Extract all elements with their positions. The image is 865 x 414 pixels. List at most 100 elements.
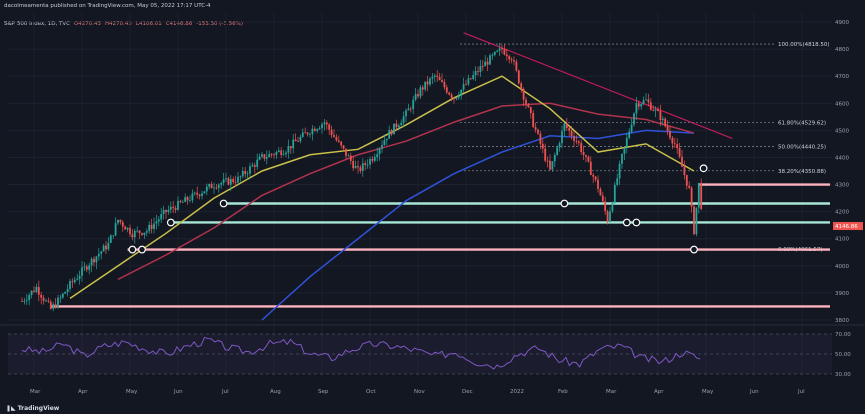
candle-body xyxy=(400,122,403,126)
candle-body xyxy=(165,210,167,213)
candle-body xyxy=(340,141,343,146)
candle-body xyxy=(609,211,611,222)
candle-body xyxy=(465,84,467,86)
x-tick-label: 2022 xyxy=(510,389,524,395)
candle-body xyxy=(95,256,98,263)
candle-body xyxy=(534,127,537,130)
candle-body xyxy=(249,166,251,174)
candle-body xyxy=(352,160,355,169)
candle-body xyxy=(138,230,141,234)
candle-body xyxy=(282,154,285,156)
x-tick-label: Dec xyxy=(462,389,473,395)
candle-body xyxy=(71,281,74,283)
candle-body xyxy=(637,103,640,107)
candle-body xyxy=(438,76,441,81)
candle-body xyxy=(42,297,45,301)
candle-body xyxy=(409,108,412,110)
candle-body xyxy=(129,227,131,235)
candle-body xyxy=(520,83,523,89)
x-tick-label: Nov xyxy=(414,389,425,395)
candle-body xyxy=(369,158,371,165)
candle-body xyxy=(258,156,261,160)
candle-body xyxy=(227,178,230,185)
candle-body xyxy=(376,154,379,158)
candle-body xyxy=(510,59,513,61)
rsi-line xyxy=(21,336,701,370)
candle-body xyxy=(623,147,626,155)
rsi-tick-label: 30.00 xyxy=(835,372,851,378)
candle-body xyxy=(671,137,674,144)
candle-body xyxy=(143,232,146,235)
candle-body xyxy=(100,251,103,254)
candle-body xyxy=(61,293,64,298)
candle-body xyxy=(275,152,278,155)
candle-body xyxy=(285,152,287,155)
y-tick-label: 4600 xyxy=(835,101,849,107)
candle-body xyxy=(217,184,220,188)
candle-body xyxy=(546,160,549,162)
candle-body xyxy=(81,267,83,276)
candle-body xyxy=(292,139,295,149)
candle-body xyxy=(630,124,633,132)
candle-body xyxy=(491,54,494,56)
candle-body xyxy=(335,137,338,141)
candle-body xyxy=(433,75,436,77)
candle-body xyxy=(357,165,359,168)
candle-body xyxy=(109,235,112,243)
candle-body xyxy=(390,130,393,135)
candle-body xyxy=(330,129,333,136)
candle-body xyxy=(349,155,352,161)
candle-body xyxy=(460,89,463,96)
candle-body xyxy=(184,197,187,202)
candle-body xyxy=(378,148,381,155)
candle-body xyxy=(186,197,189,201)
candle-body xyxy=(577,141,580,143)
candle-body xyxy=(239,176,242,178)
candle-body xyxy=(256,159,259,167)
candle-body xyxy=(441,80,443,82)
candle-body xyxy=(647,99,650,103)
x-tick-label: Feb xyxy=(558,389,568,395)
candle-body xyxy=(153,223,155,229)
candle-body xyxy=(654,109,657,111)
candle-body xyxy=(251,165,254,167)
candle-body xyxy=(539,133,542,144)
candle-body xyxy=(179,200,182,203)
candle-body xyxy=(145,231,148,233)
candle-body xyxy=(220,182,223,185)
candle-body xyxy=(479,66,482,72)
candle-body xyxy=(657,109,659,112)
candle-body xyxy=(193,192,196,194)
candle-body xyxy=(695,207,698,235)
y-tick-label: 4400 xyxy=(835,155,849,161)
candle-body xyxy=(453,97,455,100)
candle-body xyxy=(85,266,88,270)
candle-body xyxy=(117,219,119,224)
candle-body xyxy=(301,132,304,137)
x-tick-label: Jun xyxy=(173,389,183,395)
candle-body xyxy=(659,111,662,121)
candle-body xyxy=(393,123,395,135)
candle-body xyxy=(693,206,695,235)
candle-body xyxy=(253,165,256,167)
change-value: -153.30 (-3.56%) xyxy=(196,21,244,27)
candle-body xyxy=(172,206,175,209)
candle-body xyxy=(181,201,184,203)
candle-body xyxy=(47,300,50,302)
candle-body xyxy=(49,301,52,309)
candle-body xyxy=(93,258,95,263)
candle-body xyxy=(198,194,201,197)
candle-body xyxy=(69,281,71,289)
candle-body xyxy=(450,94,453,98)
y-tick-label: 4800 xyxy=(835,47,849,53)
candle-body xyxy=(645,99,647,101)
candle-body xyxy=(136,230,139,232)
candle-body xyxy=(556,147,559,155)
y-tick-label: 3900 xyxy=(835,291,849,297)
candle-body xyxy=(280,150,283,156)
candle-body xyxy=(628,131,631,138)
candle-body xyxy=(426,81,429,85)
candle-body xyxy=(234,182,237,183)
candle-body xyxy=(568,128,571,131)
